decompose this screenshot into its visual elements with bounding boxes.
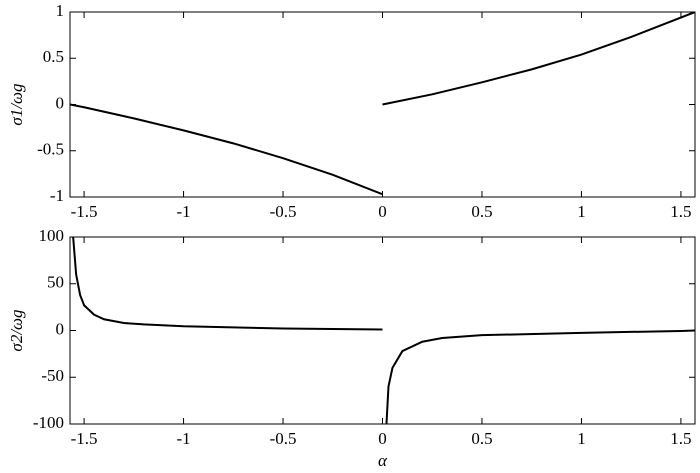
x-tick-label: -1.5 bbox=[71, 429, 98, 448]
y-tick-label: -50 bbox=[41, 366, 64, 385]
y-tick-label: 50 bbox=[47, 273, 64, 292]
x-tick-label: 0 bbox=[378, 429, 387, 448]
x-tick-label: -1.5 bbox=[71, 202, 98, 221]
y-tick-label: 0 bbox=[56, 319, 65, 338]
x-tick-label: 1 bbox=[577, 429, 586, 448]
plot-area bbox=[72, 237, 695, 424]
y-tick-label: -100 bbox=[33, 413, 64, 432]
x-tick-label: 1.5 bbox=[670, 202, 691, 221]
x-axis-label: α bbox=[378, 451, 388, 470]
curve bbox=[382, 12, 695, 106]
y-tick-label: -1 bbox=[50, 186, 64, 205]
x-tick-label: -0.5 bbox=[270, 429, 297, 448]
curve bbox=[385, 329, 695, 424]
x-tick-label: -1 bbox=[176, 202, 190, 221]
y-tick-label: -0.5 bbox=[37, 140, 64, 159]
plot-area bbox=[70, 12, 695, 196]
x-tick-label: 0.5 bbox=[471, 429, 492, 448]
y-tick-label: 0.5 bbox=[43, 47, 64, 66]
x-tick-label: 1.5 bbox=[670, 429, 691, 448]
y-axis-label: σ2/ωg bbox=[7, 309, 26, 351]
y-tick-label: 1 bbox=[56, 1, 65, 20]
bottom-frame bbox=[69, 236, 696, 425]
x-tick-label: -1 bbox=[176, 429, 190, 448]
x-tick-label: 0.5 bbox=[471, 202, 492, 221]
x-tick-label: -0.5 bbox=[270, 202, 297, 221]
curve bbox=[72, 237, 383, 331]
y-tick-label: 100 bbox=[39, 226, 65, 245]
curve bbox=[70, 103, 383, 196]
x-tick-label: 0 bbox=[378, 202, 387, 221]
x-tick-label: 1 bbox=[577, 202, 586, 221]
y-tick-label: 0 bbox=[56, 93, 65, 112]
y-axis-label: σ1/ωg bbox=[7, 83, 26, 125]
